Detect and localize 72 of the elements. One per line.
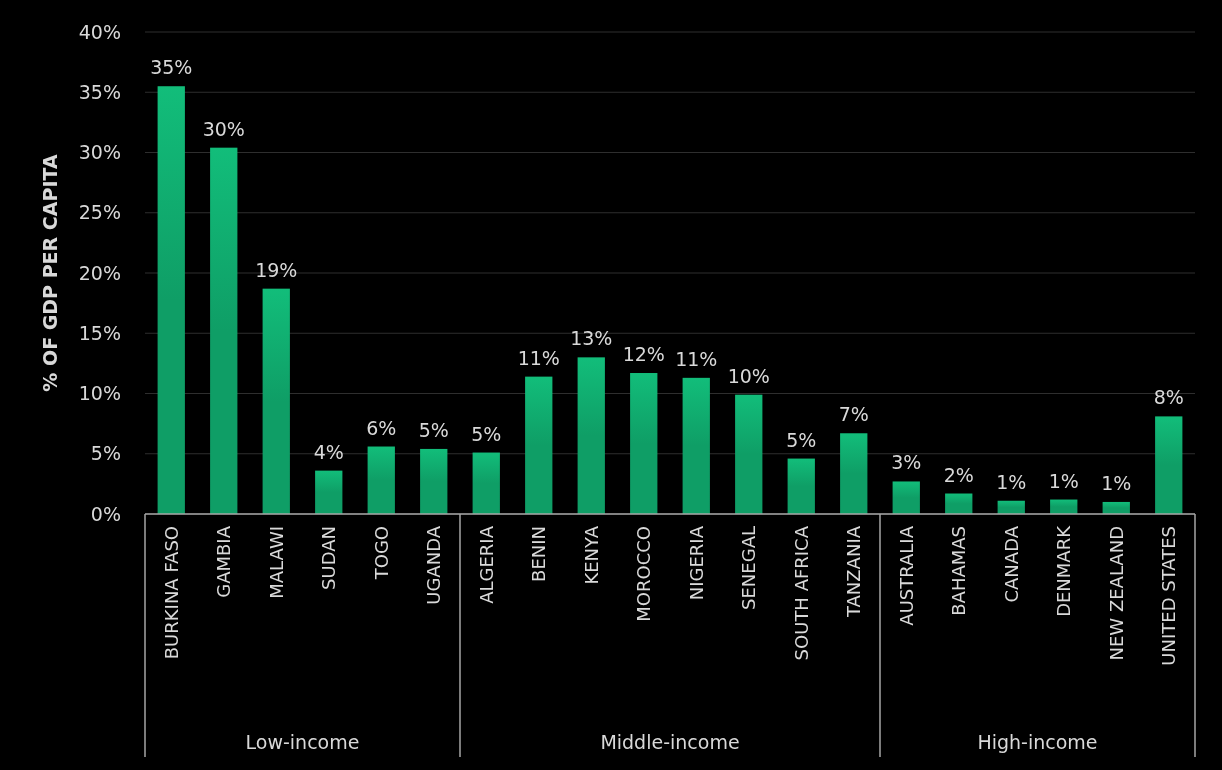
bar (367, 446, 395, 514)
bar (577, 357, 605, 514)
data-label: 19% (255, 258, 298, 281)
x-tick-label: BAHAMAS (948, 526, 970, 616)
bar (472, 452, 500, 514)
x-tick-label: TANZANIA (843, 525, 865, 619)
data-label: 1% (1048, 469, 1079, 492)
text: High-income (977, 730, 1098, 753)
bar (840, 433, 868, 514)
y-tick-label: 10% (78, 382, 121, 405)
data-label: 11% (675, 347, 718, 370)
data-label: 3% (891, 451, 922, 474)
x-tick-label: UGANDA (423, 525, 445, 605)
y-tick-label: 15% (78, 321, 121, 344)
bar (892, 481, 920, 514)
x-tick-label: SOUTH AFRICA (790, 525, 812, 661)
data-label: 12% (622, 343, 665, 366)
bar (210, 147, 238, 514)
data-label: 10% (727, 364, 770, 387)
x-tick-label: SUDAN (318, 526, 340, 590)
data-label: 1% (1101, 471, 1132, 494)
y-tick-label: 0% (90, 502, 121, 525)
bar (787, 458, 815, 514)
x-tick-label: DENMARK (1053, 524, 1075, 617)
data-label: 2% (943, 463, 974, 486)
text: Middle-income (600, 730, 740, 753)
x-tick-label: SENEGAL (738, 526, 760, 610)
data-label: 35% (150, 56, 193, 79)
data-label: 13% (570, 327, 613, 350)
y-tick-label: 40% (78, 20, 121, 43)
x-tick-label: AUSTRALIA (895, 525, 917, 626)
bar (157, 86, 185, 514)
y-tick-label: 20% (78, 261, 121, 284)
y-tick-label: 30% (78, 141, 121, 164)
bar (682, 377, 710, 514)
bar (420, 448, 448, 514)
bar (630, 373, 658, 514)
data-label: 4% (313, 440, 344, 463)
data-label: 5% (471, 422, 502, 445)
bar (945, 493, 973, 514)
x-tick-label: KENYA (580, 525, 602, 585)
x-tick-label: NIGERIA (685, 525, 707, 601)
y-tick-label: 25% (78, 201, 121, 224)
bar (525, 376, 553, 514)
data-label: 11% (517, 346, 560, 369)
x-tick-label: NEW ZEALAND (1105, 526, 1127, 661)
x-tick-label: GAMBIA (213, 525, 235, 598)
data-label: 8% (1153, 386, 1184, 409)
text: Low-income (245, 730, 360, 753)
data-label: 6% (366, 416, 397, 439)
x-tick-label: BENIN (528, 526, 550, 582)
y-axis-title: % OF GDP PER CAPITA (38, 154, 61, 392)
y-tick-label: 35% (78, 80, 121, 103)
bar (735, 394, 763, 514)
x-tick-label: UNITED STATES (1158, 526, 1180, 666)
data-label: 5% (786, 428, 817, 451)
bar (262, 288, 290, 514)
x-tick-label: TOGO (370, 526, 392, 581)
x-tick-label: MOROCCO (633, 526, 655, 622)
bar (1155, 416, 1183, 514)
bar (315, 470, 343, 514)
x-tick-label: CANADA (1000, 525, 1022, 603)
y-tick-label: 5% (90, 442, 121, 465)
x-tick-label: ALGERIA (475, 525, 497, 604)
data-label: 5% (418, 418, 449, 441)
data-label: 1% (996, 470, 1027, 493)
data-label: 30% (202, 117, 245, 140)
bar (997, 500, 1025, 514)
x-tick-label: BURKINA FASO (160, 526, 182, 660)
bar (1102, 501, 1130, 514)
data-label: 7% (838, 403, 869, 426)
x-tick-label: MALAWI (265, 526, 287, 599)
